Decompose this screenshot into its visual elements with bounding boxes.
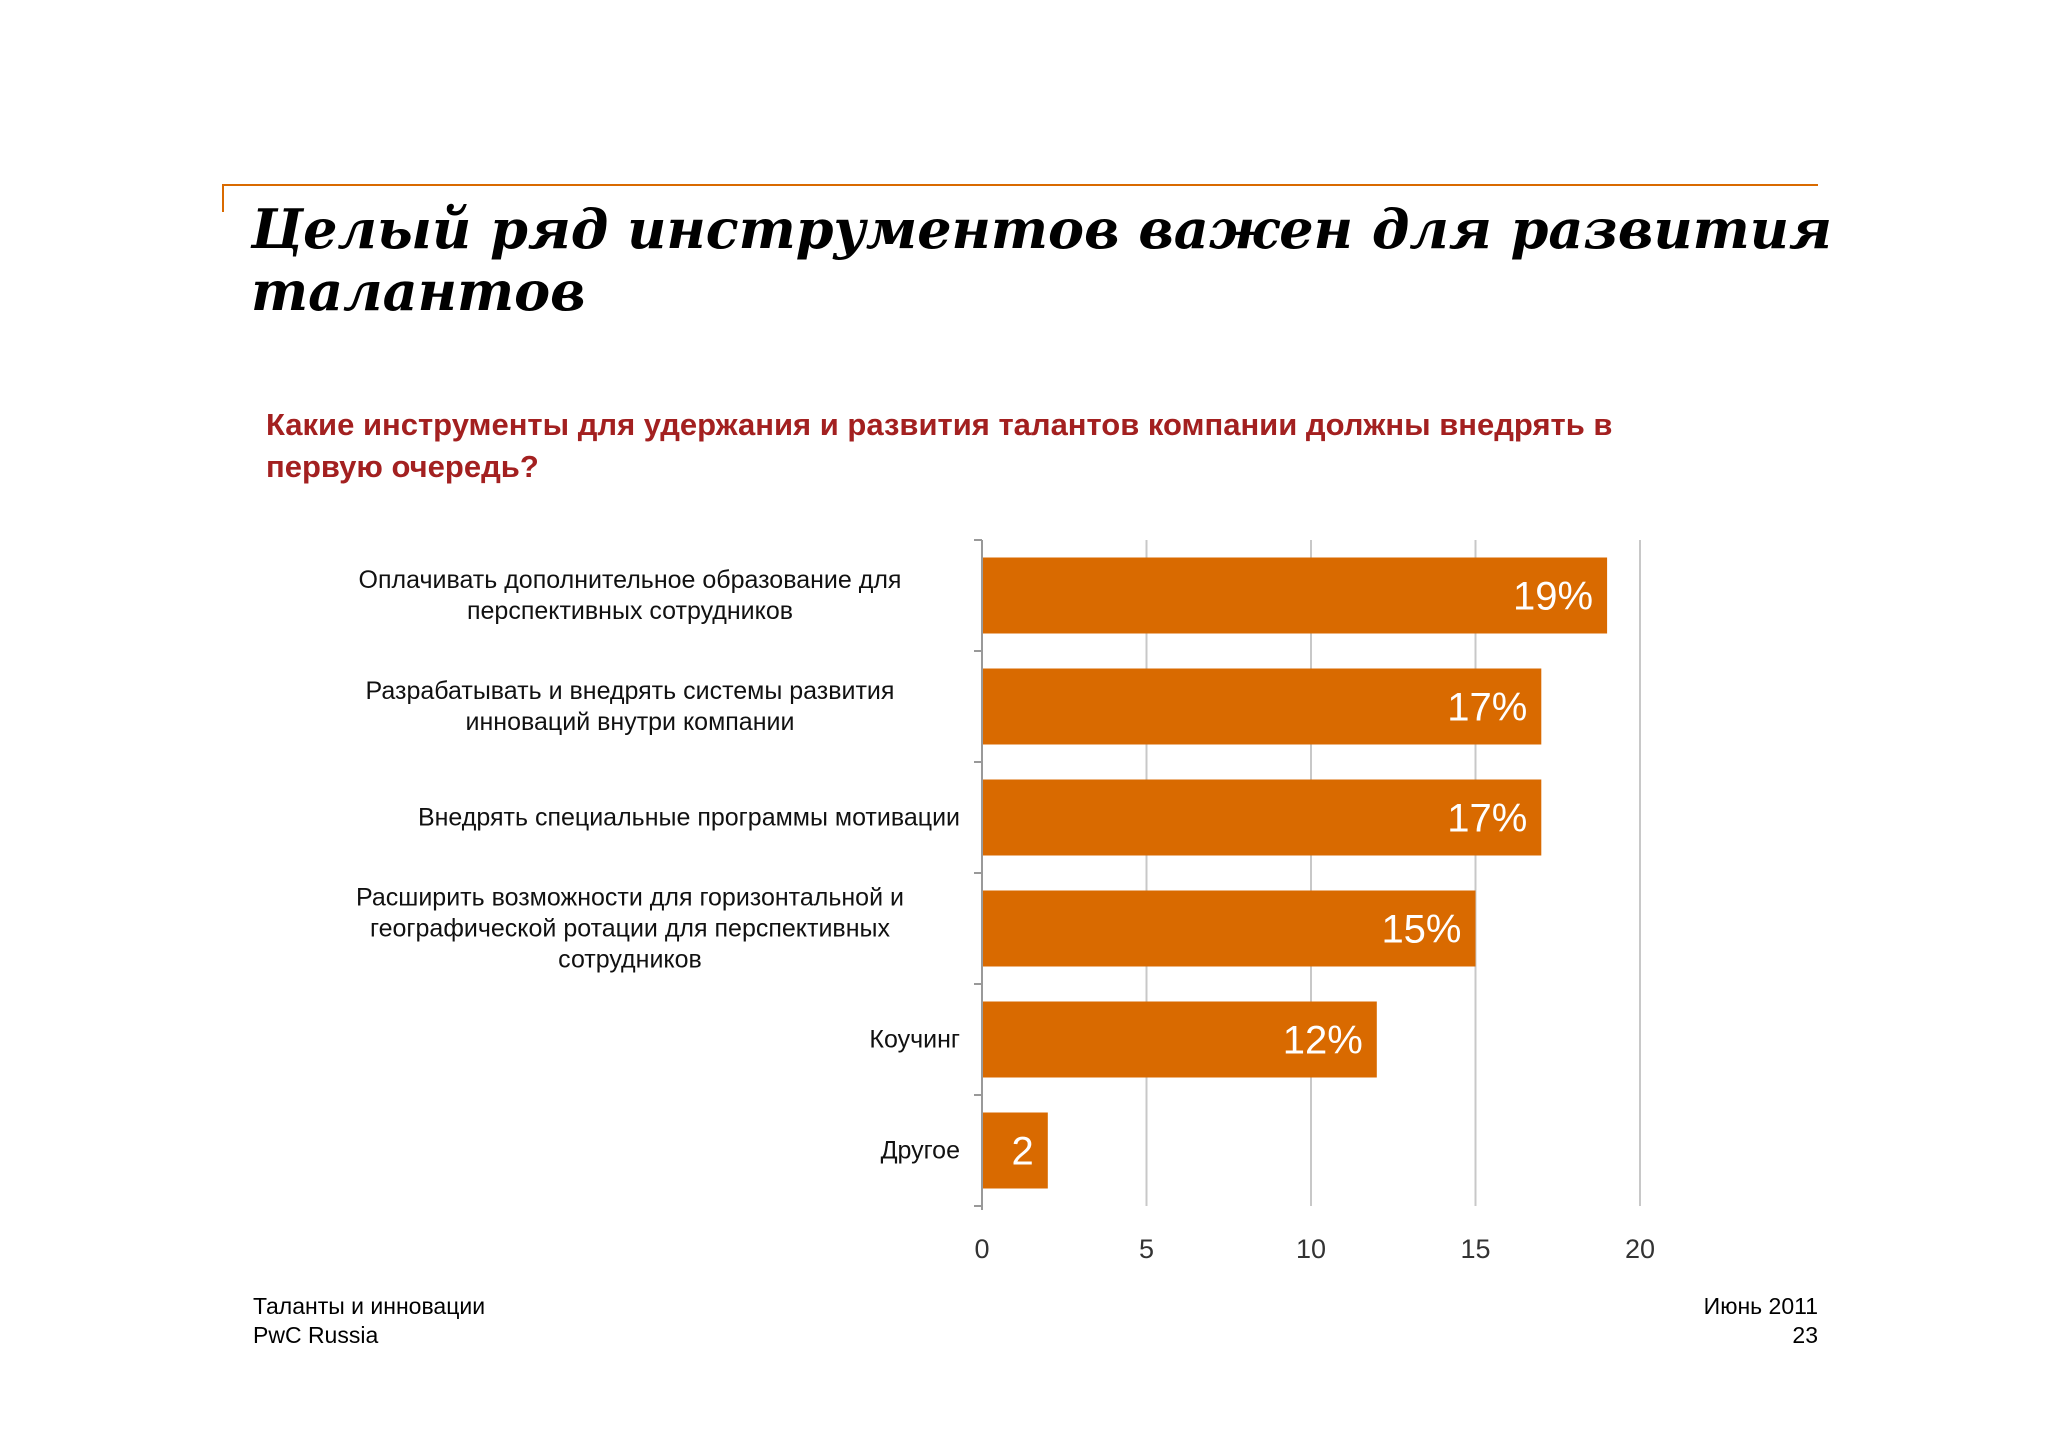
footer-company: PwC Russia xyxy=(253,1322,379,1348)
footer-page-number: 23 xyxy=(1792,1322,1818,1348)
x-tick-label-15: 15 xyxy=(1460,1234,1490,1264)
bar-data-label-5: 2 xyxy=(1012,1130,1034,1174)
bar-1 xyxy=(983,668,1542,745)
title-frame-top-line xyxy=(222,184,1818,186)
bar-4 xyxy=(983,1001,1377,1078)
category-label-0: Оплачивать дополнительное образование дл… xyxy=(358,565,902,625)
category-label-3: Расширить возможности для горизонтальной… xyxy=(356,883,904,973)
x-tick-label-0: 0 xyxy=(974,1234,989,1264)
bar-2 xyxy=(983,779,1542,856)
category-label-1: Разрабатывать и внедрять системы развити… xyxy=(365,676,895,736)
bar-data-label-2: 17% xyxy=(1447,797,1527,841)
bar-3 xyxy=(983,890,1476,967)
title-frame-left-tick xyxy=(222,184,224,212)
footer-report-name: Таланты и инновации xyxy=(253,1293,486,1319)
category-label-4: Коучинг xyxy=(869,1025,960,1053)
footer-date: Июнь 2011 xyxy=(1703,1293,1818,1319)
x-tick-label-10: 10 xyxy=(1296,1234,1326,1264)
bar-0 xyxy=(983,557,1608,634)
x-tick-label-20: 20 xyxy=(1625,1234,1655,1264)
survey-question: Какие инструменты для удержания и развит… xyxy=(266,407,1613,484)
x-tick-label-5: 5 xyxy=(1139,1234,1154,1264)
bar-5 xyxy=(983,1112,1048,1189)
category-label-5: Другое xyxy=(880,1136,960,1164)
bar-data-label-0: 19% xyxy=(1513,575,1593,619)
bar-data-label-1: 17% xyxy=(1447,686,1527,730)
bar-data-label-3: 15% xyxy=(1381,908,1461,952)
bar-data-label-4: 12% xyxy=(1283,1019,1363,1063)
slide-title: Целый ряд инструментов важен для развити… xyxy=(251,197,1832,323)
footer-left: Таланты и инновации PwC Russia xyxy=(253,1292,485,1350)
footer-right: Июнь 2011 23 xyxy=(1600,1292,1818,1350)
category-label-2: Внедрять специальные программы мотивации xyxy=(417,803,960,831)
